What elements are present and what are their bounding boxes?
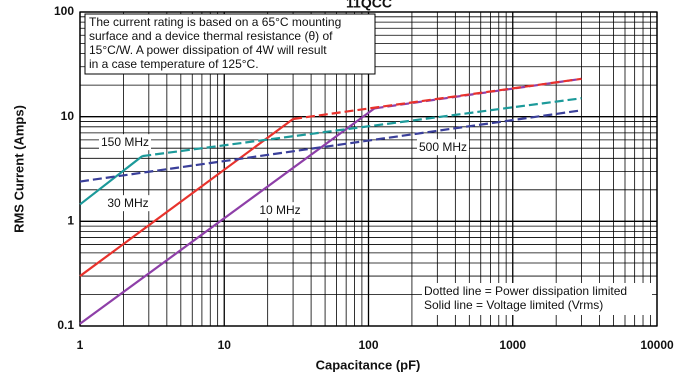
y-tick-label: 10 [61,109,75,123]
note-box [422,283,652,315]
x-tick-label: 10000 [640,338,674,352]
x-tick-label: 10 [218,338,232,352]
y-tick-label: 1 [67,214,74,228]
annotation: 15°C/W. A power dissipation of 4W will r… [89,43,327,57]
x-tick-label: 100 [358,338,378,352]
plot-frame [79,11,658,327]
annotation: surface and a device thermal resistance … [89,29,333,43]
x-tick-label: 1000 [499,338,526,352]
series-label-bg [105,195,151,212]
series-line [79,118,294,277]
x-axis-label: Capacitance (pF) [316,357,421,372]
series-label-bg [257,202,303,219]
y-tick-label: 0.1 [57,318,74,332]
annotation: in a case temperature of 125°C. [89,57,259,71]
chart-title: 11QCC [346,0,392,11]
series-line [79,107,376,325]
y-tick-label: 100 [54,4,74,18]
annotation: The current rating is based on a 65°C mo… [89,15,341,29]
note: Dotted line = Power dissipation limited [424,284,627,298]
series-label: 30 MHz [107,196,148,210]
series-line-dashed [292,77,582,121]
series-label-bg [416,139,470,156]
series-label: 150 MHz [101,135,149,149]
annotation-box [84,13,376,75]
series-label-bg [98,134,152,151]
series-line-dashed [142,97,582,158]
series-label: 10 MHz [259,203,300,217]
y-axis-label: RMS Current (Amps) [11,105,26,233]
note: Solid line = Voltage limited (Vrms) [424,298,603,312]
series-line [79,155,143,206]
series-line-dashed [79,109,582,183]
series-label: 500 MHz [419,140,467,154]
x-tick-label: 1 [77,338,84,352]
